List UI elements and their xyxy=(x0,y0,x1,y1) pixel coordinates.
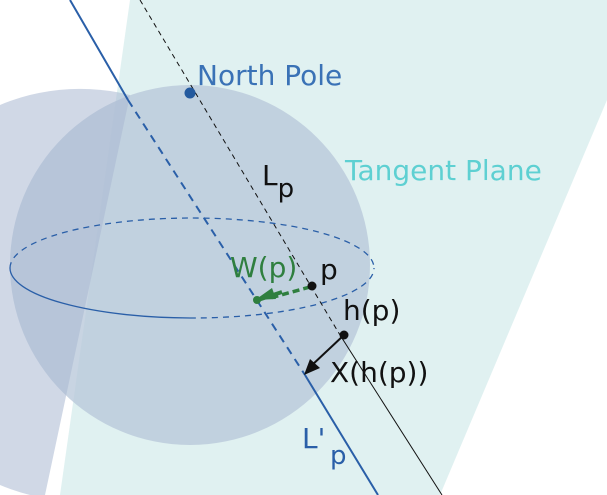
wp-point xyxy=(253,296,261,304)
sphere-left-shade xyxy=(0,88,130,495)
line-lp-prime-bottom xyxy=(304,374,379,495)
line-lp-prime-dashed xyxy=(127,99,306,376)
point-p xyxy=(307,281,317,291)
lp-label-sub: p xyxy=(278,174,295,204)
wp-vector xyxy=(269,285,311,300)
wp-arrowhead xyxy=(255,288,276,300)
xhp-arrowhead xyxy=(304,359,320,375)
xhp-vector xyxy=(310,334,345,367)
lp-prime-label: L'p xyxy=(302,422,347,471)
lp-label: Lp xyxy=(262,159,294,204)
line-lp-dashed xyxy=(139,0,341,336)
tangent-plane-label: Tangent Plane xyxy=(344,154,542,187)
line-lp-prime-top xyxy=(69,0,129,101)
equator-front-solid xyxy=(9,267,191,319)
north-pole-point xyxy=(184,87,196,99)
xhp-label: X(h(p)) xyxy=(330,356,428,389)
north-pole-label: North Pole xyxy=(197,59,342,92)
line-lp-solid xyxy=(339,334,443,495)
lp-prime-label-main: L' xyxy=(302,422,325,455)
hp-label: h(p) xyxy=(343,294,400,327)
p-label: p xyxy=(320,253,338,286)
wp-label: W(p) xyxy=(230,251,297,284)
lp-label-main: L xyxy=(262,159,278,192)
lp-prime-label-sub: p xyxy=(330,441,347,471)
